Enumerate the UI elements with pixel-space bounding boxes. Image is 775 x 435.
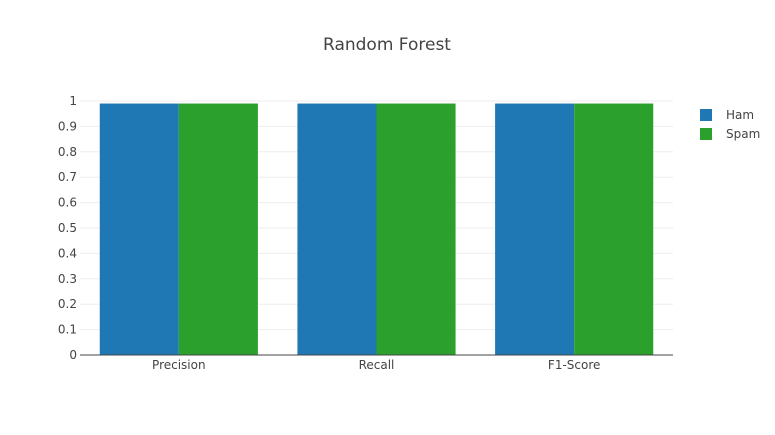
y-tick-label: 0.9 [58, 119, 77, 133]
x-tick-label: Recall [359, 358, 395, 372]
bar-ham-f1-score[interactable] [495, 103, 575, 355]
y-tick-label: 0.6 [58, 196, 77, 210]
y-tick-label: 0.7 [58, 170, 77, 184]
bar-spam-f1-score[interactable] [574, 103, 654, 355]
y-tick-label: 0.5 [58, 221, 77, 235]
x-tick-label: Precision [152, 358, 206, 372]
y-tick-label: 0.3 [58, 272, 77, 286]
y-tick-label: 0.8 [58, 145, 77, 159]
legend-label[interactable]: Spam [726, 127, 760, 141]
x-tick-label: F1-Score [548, 358, 600, 372]
chart-title: Random Forest [323, 35, 451, 55]
legend-label[interactable]: Ham [726, 108, 754, 122]
bars [99, 103, 654, 355]
legend-swatch[interactable] [700, 128, 712, 140]
y-tick-label: 0.4 [58, 246, 77, 260]
bar-spam-recall[interactable] [376, 103, 456, 355]
y-tick-label: 0.1 [58, 323, 77, 337]
bar-ham-precision[interactable] [99, 103, 179, 355]
bar-spam-precision[interactable] [178, 103, 258, 355]
legend-swatch[interactable] [700, 109, 712, 121]
y-tick-label: 0.2 [58, 297, 77, 311]
y-tick-label: 0 [69, 348, 77, 362]
x-axis-ticks: Precision Recall F1-Score [152, 358, 600, 372]
y-axis-ticks: 0 0.1 0.2 0.3 0.4 0.5 0.6 0.7 0.8 0.9 1 [58, 94, 77, 362]
bar-ham-recall[interactable] [297, 103, 377, 355]
y-tick-label: 1 [69, 94, 77, 108]
legend[interactable]: Ham Spam [700, 108, 760, 141]
